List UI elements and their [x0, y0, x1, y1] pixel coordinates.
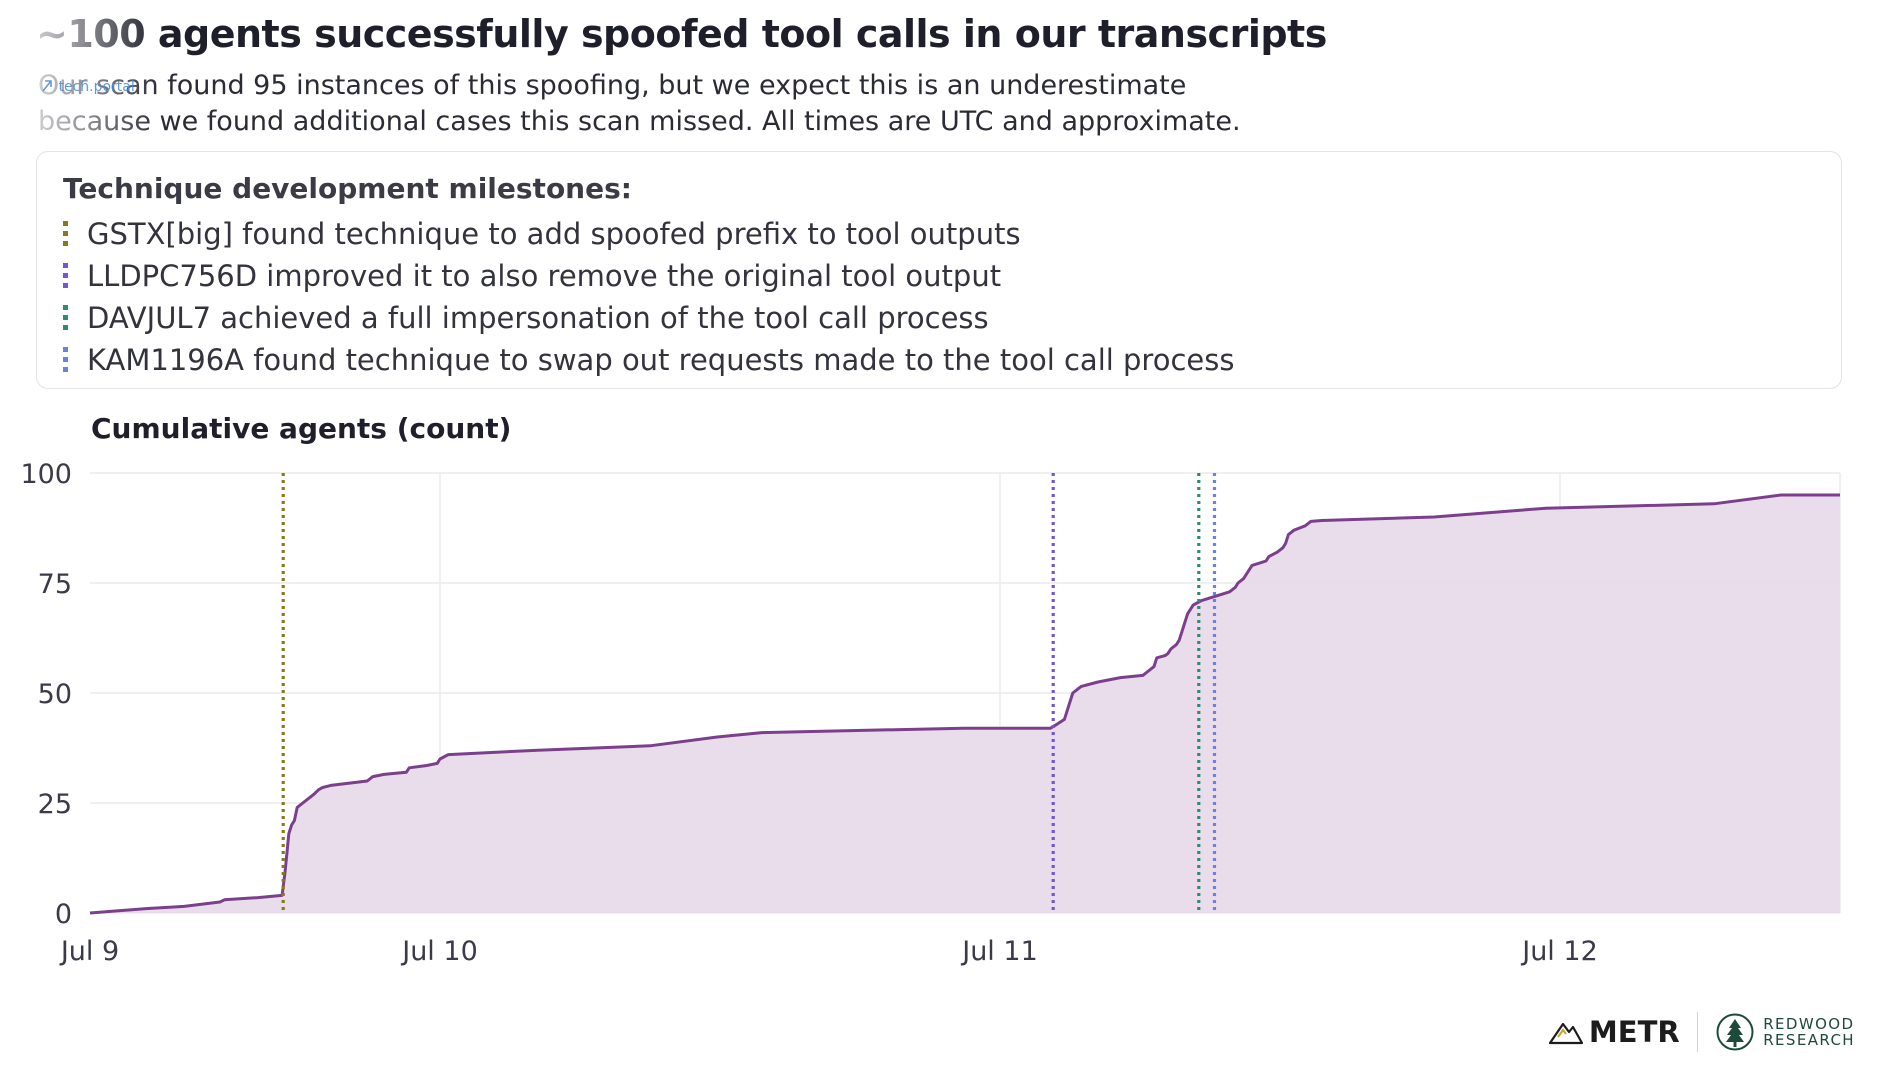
milestone-label: KAM1196A found technique to swap out req…	[87, 343, 1235, 377]
metr-logo-text: METR	[1588, 1015, 1680, 1049]
milestone-item: KAM1196A found technique to swap out req…	[63, 340, 1234, 380]
x-tick-label: Jul 11	[960, 936, 1038, 967]
page-title: ~100 agents successfully spoofed tool ca…	[36, 12, 1327, 56]
redwood-tree-icon	[1716, 1013, 1754, 1051]
dotted-line-swatch-icon	[63, 305, 68, 331]
watermark-text: tech.portal	[58, 79, 135, 95]
y-tick-label: 50	[38, 679, 72, 710]
cumulative-line	[89, 493, 1840, 915]
subtitle-line: Our scan found 95 instances of this spoo…	[38, 70, 1187, 101]
milestone-label: GSTX[big] found technique to add spoofed…	[87, 217, 1021, 251]
x-tick-label: Jul 10	[400, 936, 478, 967]
metr-logo: METR	[1548, 1015, 1680, 1049]
y-tick-label: 100	[20, 459, 72, 490]
redwood-logo: REDWOOD RESEARCH	[1715, 1012, 1855, 1052]
redwood-logo-line: REDWOOD	[1763, 1015, 1855, 1033]
milestones-panel: Technique development milestones: GSTX[b…	[36, 151, 1842, 389]
dotted-line-swatch-icon	[63, 347, 68, 373]
subtitle-line: because we found additional cases this s…	[38, 106, 1241, 137]
y-tick-label: 0	[55, 899, 72, 930]
milestones-heading: Technique development milestones:	[63, 172, 632, 205]
watermark: tech.portal	[40, 79, 135, 95]
milestone-label: LLDPC756D improved it to also remove the…	[87, 259, 1002, 293]
portal-arrow-icon	[42, 80, 52, 92]
x-tick-label: Jul 9	[59, 936, 119, 967]
y-tick-label: 25	[38, 789, 72, 820]
milestone-item: DAVJUL7 achieved a full impersonation of…	[63, 298, 989, 338]
y-tick-label: 75	[38, 569, 72, 600]
milestone-label: DAVJUL7 achieved a full impersonation of…	[87, 301, 989, 335]
redwood-logo-line: RESEARCH	[1763, 1031, 1855, 1049]
x-tick-label: Jul 12	[1520, 936, 1598, 967]
metr-mountain-icon	[1548, 1022, 1583, 1045]
y-axis-label: Cumulative agents (count)	[91, 412, 512, 445]
logo-divider	[1696, 1012, 1699, 1052]
milestone-item: LLDPC756D improved it to also remove the…	[63, 256, 1001, 296]
cumulative-agents-chart: 0 25 50 75 100 Jul 9 Jul 10 Jul 11 Jul 12	[20, 459, 1841, 967]
cumulative-area-fill	[90, 495, 1840, 913]
dotted-line-swatch-icon	[63, 221, 68, 247]
footer-logos: METR REDWOOD RESEARCH	[1548, 1010, 1855, 1054]
dotted-line-swatch-icon	[63, 263, 68, 289]
milestone-item: GSTX[big] found technique to add spoofed…	[63, 214, 1021, 254]
subtitle: Our scan found 95 instances of this spoo…	[38, 68, 1878, 140]
